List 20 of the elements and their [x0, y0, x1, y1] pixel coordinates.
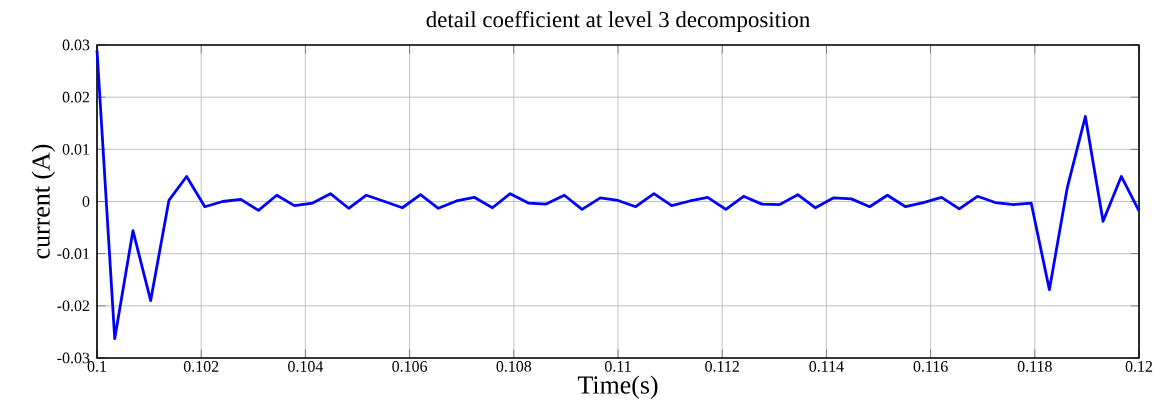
x-tick-label: 0.114	[809, 361, 844, 372]
x-axis-title: Time(s)	[577, 375, 658, 400]
x-tick-label: 0.116	[913, 361, 948, 372]
x-tick-label: 0.108	[496, 361, 532, 372]
x-tick-label: 0.104	[288, 361, 324, 372]
x-tick-label: 0.102	[183, 361, 219, 372]
chart-title: detail coefficient at level 3 decomposition	[426, 11, 810, 32]
x-tick-label: 0.11	[604, 361, 631, 372]
x-tick-label: 0.118	[1017, 361, 1052, 372]
y-tick-label: -0.01	[57, 248, 89, 260]
x-tick-label: 0.12	[1125, 361, 1153, 372]
y-tick-label: 0	[82, 196, 90, 207]
y-tick-label: 0.03	[62, 39, 90, 51]
y-axis-title: current (A)	[31, 144, 56, 259]
y-tick-label: -0.02	[57, 300, 90, 312]
line-series	[95, 48, 1141, 341]
x-tick-label: 0.112	[705, 361, 739, 372]
x-tick-label: 0.106	[392, 361, 428, 372]
y-tick-label: 0.01	[62, 143, 89, 155]
y-tick-label: 0.02	[62, 91, 90, 103]
